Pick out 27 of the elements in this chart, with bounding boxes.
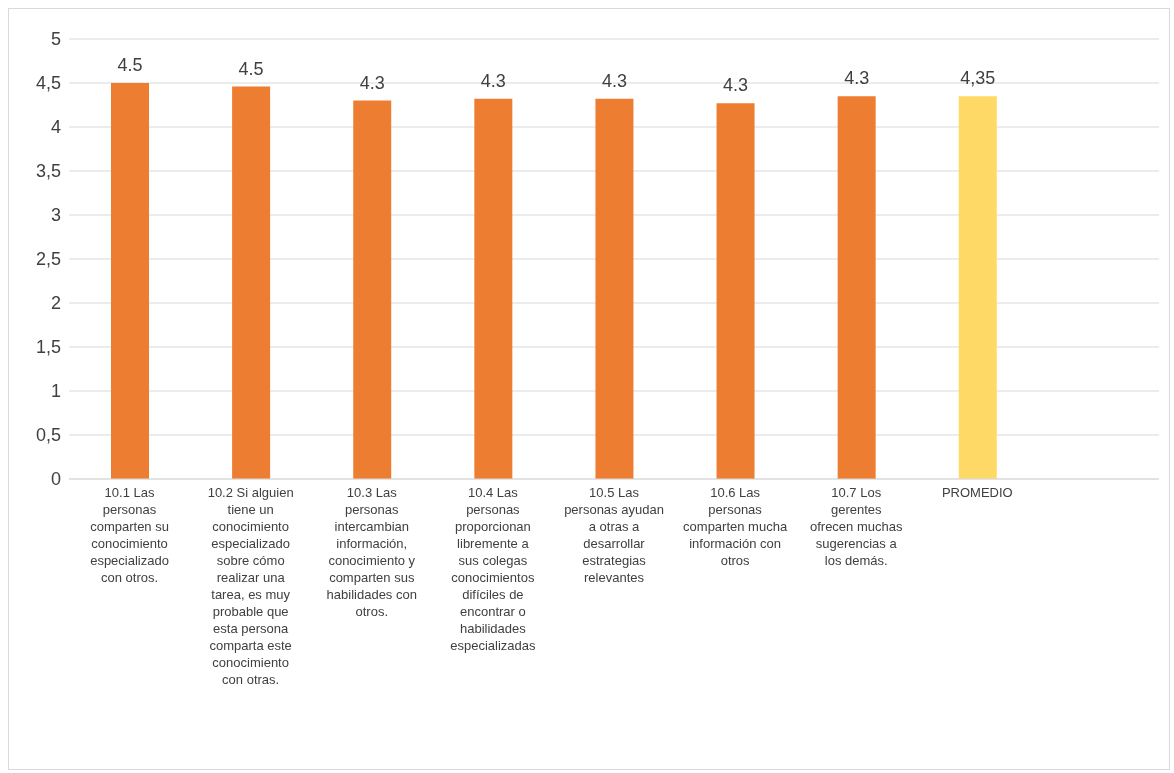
category-label: 10.4 Las personas proporcionan libremente a sus colegas conocimientos difíciles de encontrar o habilidades especializadas — [450, 485, 536, 653]
x-tick-label: 10.3 Las personas intercambian información, conocimiento y comparten sus habilidades con otros. — [326, 485, 417, 619]
y-tick-label: 5 — [50, 29, 61, 50]
y-tick-label: 2,5 — [35, 249, 61, 270]
x-tick-label: 10.5 Las personas ayudan a otras a desarrollar estrategias relevantes — [564, 485, 664, 585]
x-tick-label: 10.6 Las personas comparten mucha información con otros — [683, 485, 788, 568]
data-label: 4.5 — [117, 55, 143, 75]
data-label: 4.3 — [723, 75, 749, 96]
x-tick-label: PROMEDIO — [941, 485, 1013, 500]
y-tick-label: 4 — [50, 117, 61, 138]
y-tick-label: 0 — [50, 469, 61, 490]
data-label: 4,35 — [960, 68, 996, 89]
data-label: 4.3 — [601, 70, 627, 91]
data-label: 4.5 — [238, 58, 264, 79]
y-tick-label: 1,5 — [35, 337, 61, 358]
data-label: 4.3 — [359, 72, 385, 93]
y-tick-label: 4,5 — [35, 73, 61, 94]
y-tick-label: 3 — [50, 205, 61, 226]
y-tick-label: 1 — [50, 381, 61, 402]
x-tick-label: 10.7 Los gerentes ofrecen muchas sugerencias a los demás. — [809, 485, 903, 568]
data-label: 4.3 — [844, 68, 870, 89]
x-tick-label: 10.1 Las personas comparten su conocimiento especializado con otros. — [90, 485, 169, 585]
y-tick-label: 3,5 — [35, 161, 61, 182]
y-tick-label: 0,5 — [35, 425, 61, 446]
category-label: 10.2 Si alguien tiene un conocimiento especializado sobre cómo realizar una tarea, es muy probable que esta persona comparta este conocimiento con otras. — [207, 485, 294, 687]
y-tick-label: 2 — [50, 293, 61, 314]
data-label: 4.3 — [480, 70, 506, 91]
